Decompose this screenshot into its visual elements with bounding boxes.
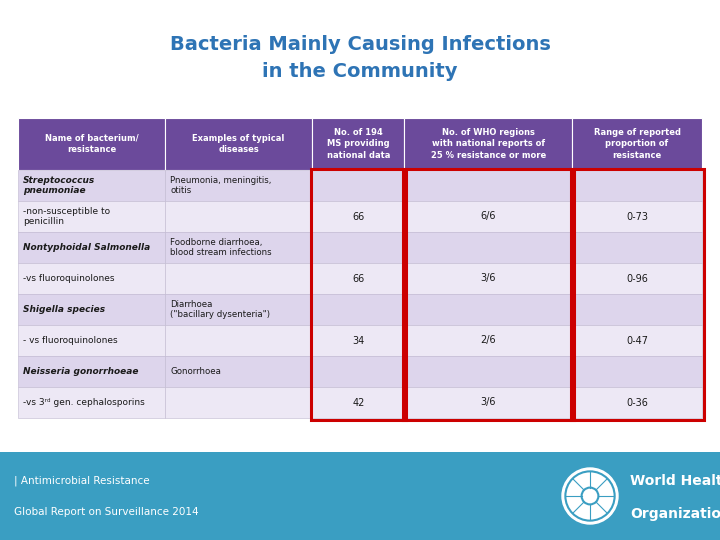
Bar <box>572 356 702 387</box>
Bar <box>572 263 702 294</box>
Bar <box>165 232 312 263</box>
Bar <box>0 452 720 540</box>
Text: in the Community: in the Community <box>262 62 458 81</box>
Bar <box>18 294 165 325</box>
Text: Range of reported
proportion of
resistance: Range of reported proportion of resistan… <box>593 129 680 160</box>
Text: 0-36: 0-36 <box>626 397 648 408</box>
Bar <box>165 118 312 170</box>
Bar <box>165 387 312 418</box>
Bar <box>18 263 165 294</box>
Bar <box>18 387 165 418</box>
Text: 3/6: 3/6 <box>480 273 496 284</box>
Bar <box>165 294 312 325</box>
Bar <box>405 325 572 356</box>
Text: Gonorrhoea: Gonorrhoea <box>170 367 221 376</box>
Bar <box>405 387 572 418</box>
Bar <box>405 263 572 294</box>
Circle shape <box>562 468 618 524</box>
Bar <box>405 170 572 201</box>
Bar <box>18 325 165 356</box>
Text: 42: 42 <box>352 397 364 408</box>
Text: Pneumonia, meningitis,
otitis: Pneumonia, meningitis, otitis <box>170 176 271 195</box>
Bar <box>572 201 702 232</box>
Text: -non-susceptible to
penicillin: -non-susceptible to penicillin <box>23 207 110 226</box>
Bar <box>165 201 312 232</box>
Text: No. of 194
MS providing
national data: No. of 194 MS providing national data <box>327 129 390 160</box>
Bar <box>18 356 165 387</box>
Text: Organization: Organization <box>630 507 720 521</box>
Bar <box>572 170 702 201</box>
Text: -vs fluoroquinolones: -vs fluoroquinolones <box>23 274 114 283</box>
Text: Streptococcus
pneumoniae: Streptococcus pneumoniae <box>23 176 95 195</box>
Bar <box>312 294 405 325</box>
Bar <box>312 201 405 232</box>
Bar <box>572 294 702 325</box>
Text: Name of bacterium/
resistance: Name of bacterium/ resistance <box>45 134 138 154</box>
Bar <box>405 356 572 387</box>
Bar <box>165 325 312 356</box>
Text: 0-47: 0-47 <box>626 335 648 346</box>
Text: 66: 66 <box>352 212 364 221</box>
Text: No. of WHO regions
with national reports of
25 % resistance or more: No. of WHO regions with national reports… <box>431 129 546 160</box>
Text: Shigella species: Shigella species <box>23 305 105 314</box>
Text: 66: 66 <box>352 273 364 284</box>
Bar <box>165 356 312 387</box>
Bar <box>18 201 165 232</box>
Bar <box>312 387 405 418</box>
Text: Nontyphoidal Salmonella: Nontyphoidal Salmonella <box>23 243 150 252</box>
Text: -vs 3ʳᵈ gen. cephalosporins: -vs 3ʳᵈ gen. cephalosporins <box>23 398 145 407</box>
Text: Foodborne diarrhoea,
blood stream infections: Foodborne diarrhoea, blood stream infect… <box>170 238 271 257</box>
Bar <box>312 118 405 170</box>
Bar <box>165 263 312 294</box>
Text: World Health: World Health <box>630 474 720 488</box>
Text: Diarrhoea
("bacillary dysenteria"): Diarrhoea ("bacillary dysenteria") <box>170 300 270 319</box>
Text: 34: 34 <box>352 335 364 346</box>
Text: Neisseria gonorrhoeae: Neisseria gonorrhoeae <box>23 367 138 376</box>
Text: 6/6: 6/6 <box>480 212 496 221</box>
Text: Examples of typical
diseases: Examples of typical diseases <box>192 134 285 154</box>
Text: | Antimicrobial Resistance: | Antimicrobial Resistance <box>14 476 150 487</box>
Bar <box>572 325 702 356</box>
Bar <box>572 387 702 418</box>
Bar <box>312 356 405 387</box>
Bar <box>312 170 405 201</box>
Bar <box>18 232 165 263</box>
Bar <box>405 201 572 232</box>
Text: 3/6: 3/6 <box>480 397 496 408</box>
Bar <box>405 294 572 325</box>
Bar <box>312 263 405 294</box>
Bar <box>405 118 572 170</box>
Text: 0-73: 0-73 <box>626 212 648 221</box>
Text: Global Report on Surveillance 2014: Global Report on Surveillance 2014 <box>14 507 199 517</box>
Text: Bacteria Mainly Causing Infections: Bacteria Mainly Causing Infections <box>170 35 550 54</box>
Text: - vs fluoroquinolones: - vs fluoroquinolones <box>23 336 117 345</box>
Bar <box>572 118 702 170</box>
Bar <box>165 170 312 201</box>
Bar <box>312 232 405 263</box>
Bar <box>312 325 405 356</box>
Bar <box>405 232 572 263</box>
Bar <box>572 232 702 263</box>
Text: 0-96: 0-96 <box>626 273 648 284</box>
Bar <box>18 170 165 201</box>
Text: 2/6: 2/6 <box>480 335 496 346</box>
Bar <box>18 118 165 170</box>
